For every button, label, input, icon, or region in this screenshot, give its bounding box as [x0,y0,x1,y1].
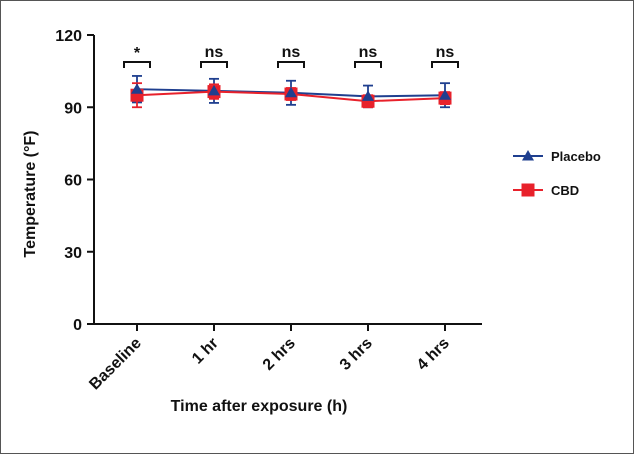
x-tick-label: 1 hr [189,335,222,368]
significance-bracket [200,61,228,68]
data-point [439,89,451,100]
legend-item-placebo: Placebo [513,149,601,164]
series-group [130,75,452,109]
significance-bracket [277,61,305,68]
legend-item-cbd: CBD [513,183,579,198]
y-tick-label: 120 [55,28,82,45]
y-tick-label: 60 [64,173,82,190]
y-tick-label: 90 [64,100,82,117]
data-point [285,86,297,98]
legend-label: CBD [551,183,579,198]
significance-bracket [431,61,459,68]
x-tick-label: 3 hrs [337,335,376,374]
significance-brackets: * ns ns ns ns [123,44,459,68]
y-tick-label: 30 [64,245,82,262]
significance-label: ns [436,44,455,61]
significance-label: ns [205,44,224,61]
legend-label: Placebo [551,149,601,164]
legend-marker [521,183,535,197]
legend: Placebo CBD [513,149,601,198]
data-point [362,90,374,101]
significance-label: ns [282,44,301,61]
x-axis-title: Time after exposure (h) [171,398,348,415]
significance-bracket [123,61,151,68]
data-point [131,83,143,94]
x-tick-label: 4 hrs [414,335,453,374]
legend-marker [522,150,534,161]
y-tick-label: 0 [73,317,82,334]
x-tick-label: 2 hrs [260,335,299,374]
data-point [208,84,220,96]
significance-bracket [354,61,382,68]
markers-placebo [131,83,451,101]
axes: 0 30 60 90 120 Baseline 1 hr 2 hrs 3 hrs 4 hrs [55,28,482,393]
significance-label: ns [359,44,378,61]
y-axis-title: Temperature (°F) [22,130,39,257]
x-tick-label: Baseline [86,335,145,394]
significance-label: * [134,45,141,62]
